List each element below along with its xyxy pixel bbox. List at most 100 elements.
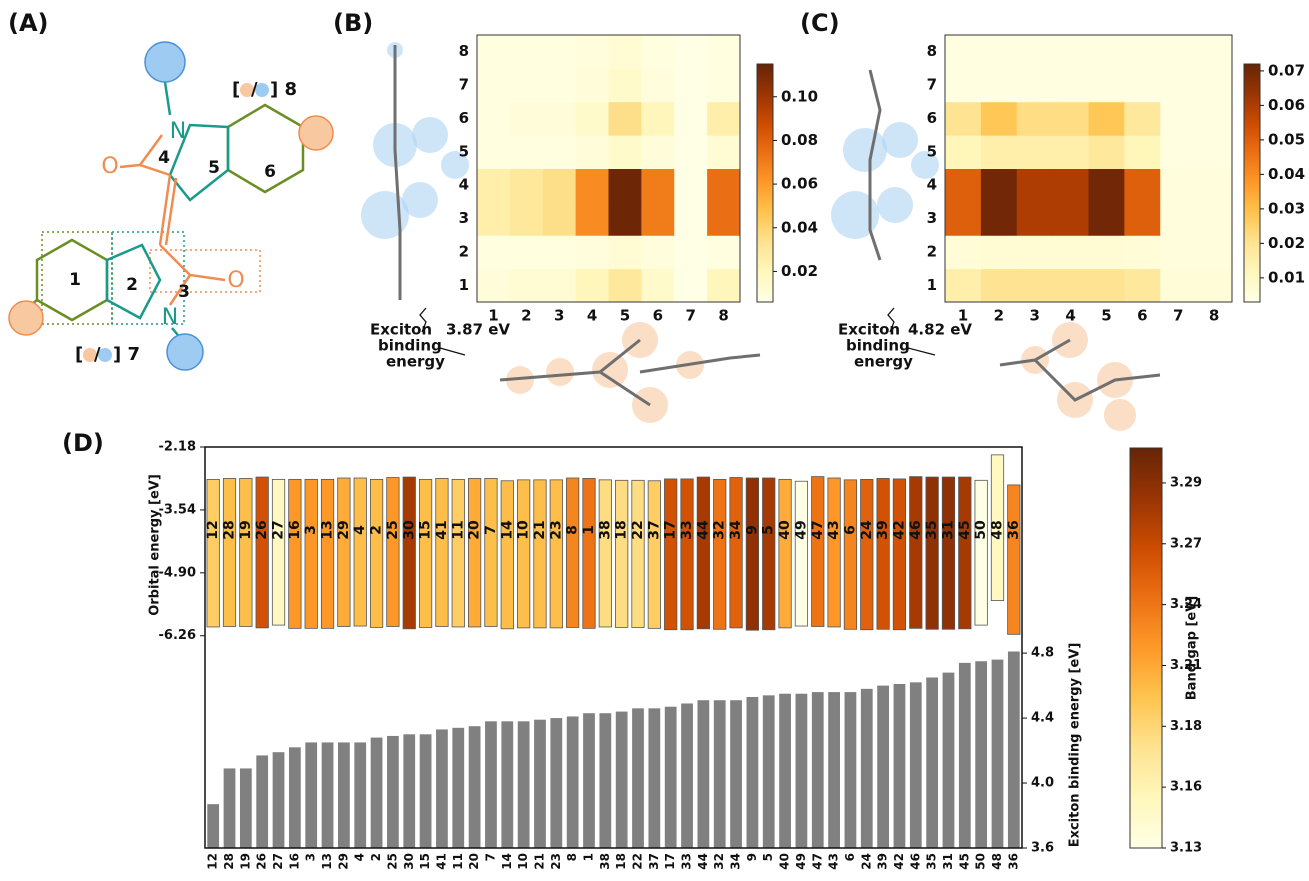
orbital-bar bbox=[468, 478, 480, 627]
heatmap-cell bbox=[707, 68, 740, 102]
bar bbox=[910, 682, 922, 848]
bar-label: 45 bbox=[957, 520, 973, 539]
bar bbox=[305, 742, 317, 848]
x-tick-label: 22 bbox=[631, 853, 645, 870]
heatmap-cell bbox=[981, 68, 1017, 102]
ring-label: 1 bbox=[69, 270, 81, 290]
heatmap-cell bbox=[1053, 68, 1089, 102]
colorbar-tick-label: 0.03 bbox=[1268, 199, 1305, 217]
bar-label: 23 bbox=[548, 520, 564, 539]
bar-label: 9 bbox=[744, 525, 760, 535]
bar-label: 5 bbox=[761, 525, 777, 535]
bar-label: 43 bbox=[826, 520, 842, 539]
heatmap-cell bbox=[1196, 235, 1232, 269]
heatmap-cell bbox=[576, 169, 609, 203]
colorbar-tick-label: 0.01 bbox=[1268, 268, 1305, 286]
annotation-value: 4.82 eV bbox=[908, 321, 972, 339]
ring-label: 3 bbox=[178, 282, 190, 302]
bar bbox=[779, 694, 791, 848]
x-tick-label: 44 bbox=[696, 853, 710, 870]
orbital-bar bbox=[795, 481, 807, 626]
bar bbox=[1008, 651, 1020, 848]
x-tick-label: 27 bbox=[271, 853, 285, 870]
heatmap-cell bbox=[641, 68, 674, 102]
bar bbox=[975, 661, 987, 848]
x-tick-label: 49 bbox=[794, 853, 808, 870]
heatmap-cell bbox=[1196, 135, 1232, 169]
x-tick-label: 6 bbox=[843, 853, 857, 861]
y-tick-label: -4.90 bbox=[159, 565, 196, 580]
heatmap-cell bbox=[1124, 269, 1160, 303]
bar-label: 28 bbox=[222, 520, 238, 539]
bar bbox=[207, 804, 219, 848]
colorbar-tick-label: 0.06 bbox=[1268, 96, 1305, 114]
bar-label: 36 bbox=[1006, 520, 1022, 539]
heatmap-cell bbox=[1017, 68, 1053, 102]
bar-label: 7 bbox=[483, 525, 499, 535]
heatmap-cell bbox=[641, 135, 674, 169]
x-tick-label: 4 bbox=[1065, 307, 1075, 325]
y-tick-label: 7 bbox=[927, 76, 937, 94]
orbital-bar bbox=[566, 478, 578, 627]
bar-label: 50 bbox=[973, 520, 989, 540]
heatmap-cell bbox=[707, 169, 740, 203]
ring-label: 2 bbox=[126, 275, 138, 295]
x-tick-label: 3 bbox=[304, 853, 318, 861]
bar-label: 30 bbox=[401, 520, 417, 540]
heatmap-cell bbox=[1196, 102, 1232, 136]
heatmap-cell bbox=[510, 102, 543, 136]
orbital-bar bbox=[681, 479, 693, 630]
bar bbox=[273, 752, 285, 848]
ring-label: 4 bbox=[158, 148, 170, 168]
orbital-bar bbox=[419, 479, 431, 627]
bar-label: 48 bbox=[989, 520, 1005, 539]
x-tick-label: 7 bbox=[1173, 307, 1183, 325]
heatmap-cell bbox=[1089, 235, 1125, 269]
heatmap-cell bbox=[945, 235, 981, 269]
heatmap-cell bbox=[945, 35, 981, 69]
x-tick-label: 16 bbox=[287, 853, 301, 870]
orbital-bar bbox=[730, 478, 742, 628]
bar bbox=[714, 700, 726, 848]
heatmap-cell bbox=[477, 269, 510, 303]
bar bbox=[224, 768, 236, 848]
bar-label: 41 bbox=[434, 520, 450, 539]
bar-label: 27 bbox=[271, 520, 287, 539]
heatmap-cell bbox=[674, 202, 707, 236]
heatmap-cell bbox=[609, 169, 642, 203]
panel-label: (C) bbox=[800, 9, 840, 37]
site-bracket: / bbox=[251, 79, 258, 100]
bar bbox=[550, 718, 562, 848]
heatmap-cell bbox=[609, 68, 642, 102]
heatmap-cell bbox=[510, 169, 543, 203]
orbital-bar bbox=[387, 478, 399, 627]
orbital-bar bbox=[746, 478, 758, 630]
bar bbox=[240, 768, 252, 848]
heatmap-cell bbox=[510, 269, 543, 303]
panel-label: (A) bbox=[8, 9, 49, 37]
x-tick-label: 12 bbox=[206, 853, 220, 870]
x-tick-label: 11 bbox=[451, 853, 465, 870]
orbital-bar bbox=[910, 477, 922, 629]
heatmap-cell bbox=[1053, 102, 1089, 136]
x-tick-label: 32 bbox=[712, 853, 726, 870]
heatmap-cell bbox=[1196, 169, 1232, 203]
heatmap-cell bbox=[1053, 35, 1089, 69]
ring-label: 6 bbox=[264, 162, 276, 182]
bar bbox=[959, 663, 971, 848]
y-tick-label: -2.18 bbox=[159, 440, 196, 455]
y-tick-label: 8 bbox=[927, 42, 937, 60]
colorbar bbox=[757, 64, 773, 302]
x-tick-label: 46 bbox=[908, 853, 922, 870]
heatmap-cell bbox=[1053, 135, 1089, 169]
annotation-value: 3.87 eV bbox=[446, 321, 510, 339]
y-tick-label: -3.54 bbox=[159, 502, 196, 517]
bar-label: 46 bbox=[908, 520, 924, 539]
orbital-bar bbox=[452, 479, 464, 627]
x-tick-label: 4 bbox=[587, 307, 597, 325]
x-tick-label: 26 bbox=[255, 853, 269, 870]
bar-label: 21 bbox=[532, 520, 548, 539]
bar bbox=[338, 742, 350, 848]
x-tick-label: 43 bbox=[827, 853, 841, 870]
bar-label: 31 bbox=[940, 520, 956, 539]
